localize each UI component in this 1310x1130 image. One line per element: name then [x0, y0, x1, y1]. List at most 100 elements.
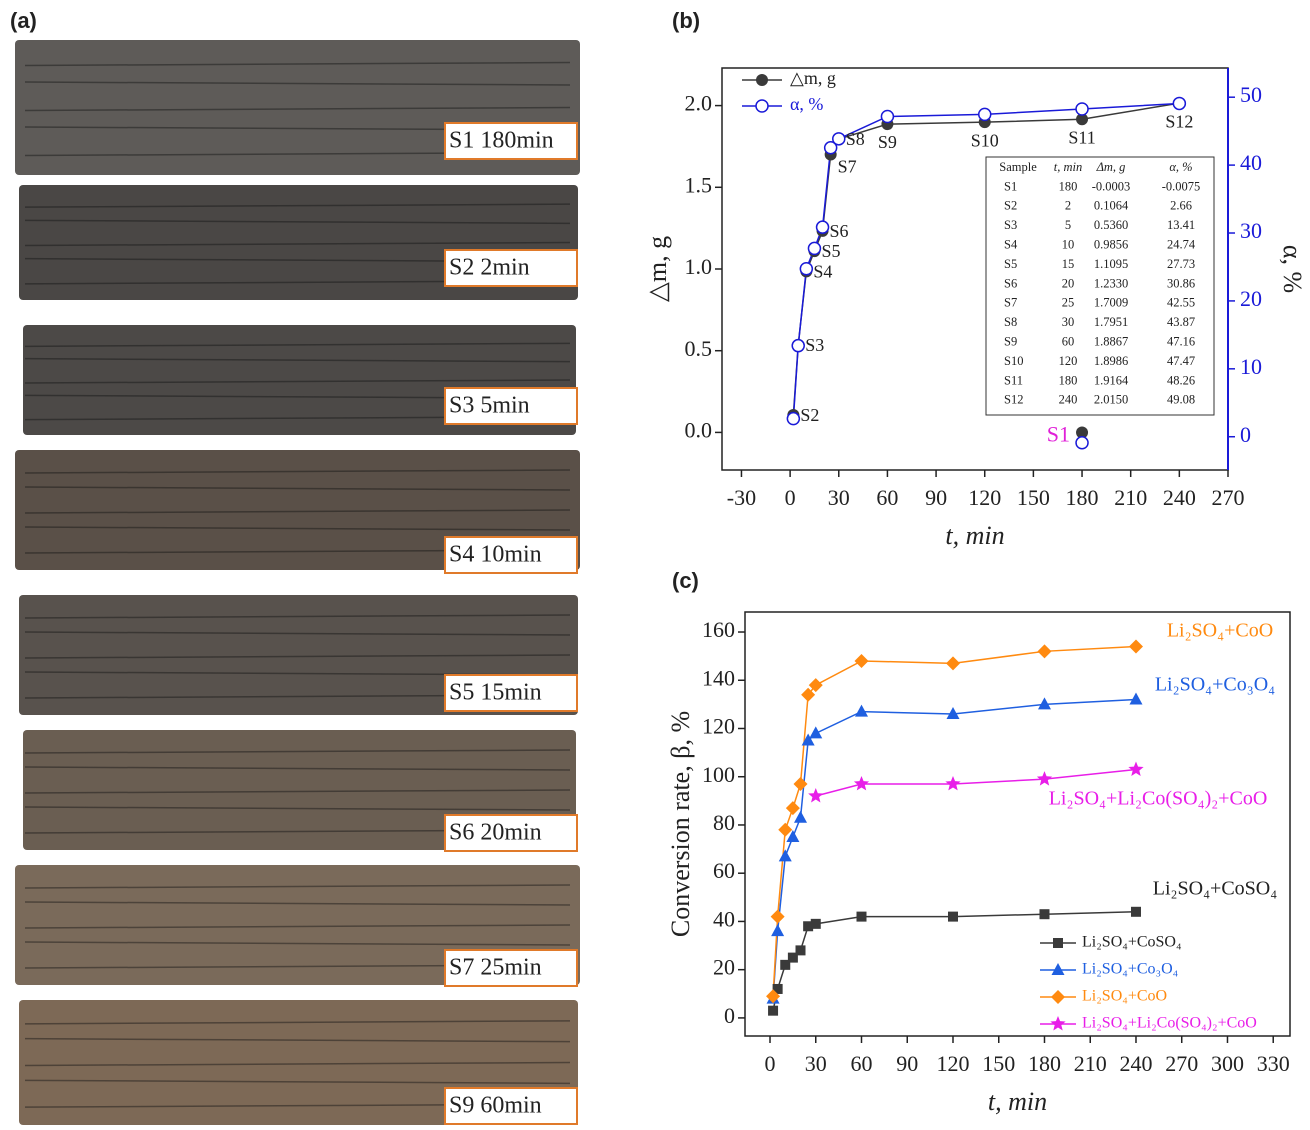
crack: [24, 241, 571, 247]
marker: [778, 822, 793, 837]
table-cell: 1.8867: [1094, 334, 1128, 348]
x-tick-label: 120: [968, 485, 1001, 510]
x-tick-label: 90: [896, 1051, 918, 1076]
table-cell: 5: [1065, 218, 1071, 232]
marker: [786, 411, 801, 426]
marker: [810, 918, 821, 929]
y-tick-label: 160: [702, 617, 735, 642]
legend-label: Li₂SO₄+CoSO₄: [1082, 934, 1182, 951]
x-tick-label: 330: [1257, 1051, 1290, 1076]
table-cell: S11: [1004, 373, 1023, 387]
table-cell: 0.1064: [1094, 199, 1129, 213]
table-cell: S2: [1004, 199, 1017, 213]
photo: [19, 185, 578, 300]
x-tick-label: 30: [805, 1051, 827, 1076]
marker: [880, 109, 895, 124]
photo-label: S6 20min: [449, 820, 542, 846]
table-cell: 49.08: [1167, 393, 1195, 407]
marker: [791, 338, 805, 353]
marker: [1075, 436, 1089, 450]
legend-marker: [1050, 1016, 1066, 1031]
point-label: S9: [878, 132, 897, 152]
table-cell: 1.9164: [1094, 373, 1129, 387]
marker: [856, 911, 867, 922]
point-label: S1: [1047, 422, 1070, 447]
crack: [24, 1079, 571, 1085]
table-cell: 2.0150: [1094, 393, 1128, 407]
table-cell: 24.74: [1167, 237, 1196, 251]
x-tick-label: 0: [765, 1051, 776, 1076]
legend-label: α, %: [790, 94, 823, 114]
photo-label-box: [444, 249, 578, 287]
table-cell: 1.7009: [1094, 296, 1128, 310]
photo-label-box: [444, 122, 578, 160]
table-cell: 10: [1062, 237, 1075, 251]
photo-label: S7 25min: [449, 955, 542, 981]
crack: [24, 789, 571, 794]
marker: [1036, 771, 1053, 786]
y2-tick-label: 30: [1240, 218, 1262, 243]
table-cell: S4: [1004, 237, 1018, 251]
x-tick-label: 210: [1074, 1051, 1107, 1076]
crack: [24, 654, 571, 659]
marker: [807, 241, 822, 256]
table-cell: 20: [1062, 276, 1075, 290]
x-tick-label: 270: [1212, 485, 1245, 510]
table-cell: 120: [1059, 354, 1078, 368]
x-tick-label: 270: [1165, 1051, 1198, 1076]
photo: [23, 730, 576, 850]
crack: [24, 631, 571, 636]
marker: [1128, 761, 1144, 776]
crack: [24, 884, 571, 889]
table-cell: 30: [1062, 315, 1075, 329]
photo-label-box: [444, 814, 578, 852]
y-tick-label: 0.0: [685, 417, 713, 442]
marker: [1075, 102, 1089, 116]
marker: [947, 911, 958, 922]
table-cell: 48.26: [1167, 373, 1195, 387]
marker: [855, 704, 869, 717]
crack: [24, 749, 571, 754]
y-tick-label: 20: [713, 955, 735, 980]
marker: [1076, 426, 1089, 439]
marker: [1129, 692, 1143, 705]
crack: [24, 81, 571, 86]
marker: [946, 707, 960, 720]
photo-label-box: [444, 387, 578, 425]
y-tick-label: 120: [702, 714, 735, 739]
crack: [24, 203, 571, 208]
marker: [1037, 697, 1051, 710]
point-label: S12: [1165, 111, 1193, 131]
y-tick-label: 60: [713, 858, 735, 883]
marker: [780, 959, 791, 970]
marker: [766, 989, 781, 1004]
x-tick-label: 150: [1017, 485, 1050, 510]
photo-label: S5 15min: [449, 680, 542, 706]
photo: [19, 1000, 578, 1125]
legend-marker: [1051, 990, 1065, 1004]
marker: [771, 924, 785, 937]
y-tick-label: 100: [702, 762, 735, 787]
point-label: S10: [971, 130, 999, 150]
point-label: S6: [830, 221, 849, 241]
crack: [24, 901, 571, 906]
photo-label-box: [444, 1087, 578, 1125]
table-cell: 60: [1062, 334, 1075, 348]
photo-label: S2 2min: [449, 255, 530, 281]
marker: [795, 945, 806, 956]
marker: [854, 653, 869, 668]
series-annotation: Li₂SO₄+Li₂Co(SO₄)₂+CoO: [1049, 788, 1268, 810]
crack: [24, 106, 571, 112]
marker: [1039, 909, 1050, 920]
y2-axis-label: α, %: [1278, 245, 1307, 293]
y-axis-label: Conversion rate, β, %: [666, 711, 695, 937]
legend-label: △m, g: [790, 68, 836, 88]
marker: [785, 801, 800, 816]
x-tick-label: 90: [925, 485, 947, 510]
y-tick-label: 140: [702, 665, 735, 690]
legend-marker: [1051, 963, 1065, 975]
y-tick-label: 0: [724, 1003, 735, 1028]
table-cell: -0.0003: [1092, 179, 1131, 193]
crack: [24, 486, 571, 491]
